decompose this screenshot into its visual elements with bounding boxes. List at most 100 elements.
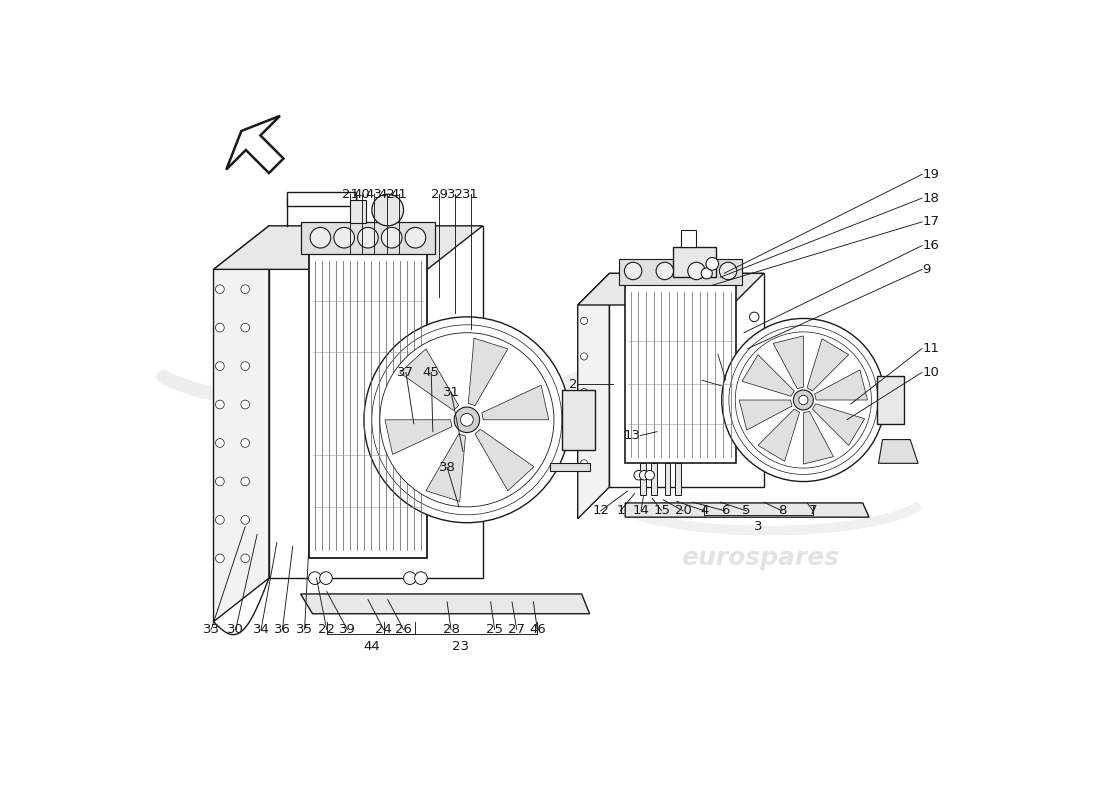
Text: 11: 11 — [922, 342, 939, 355]
Polygon shape — [475, 429, 534, 490]
Text: 4: 4 — [701, 504, 708, 518]
Circle shape — [701, 268, 713, 279]
Circle shape — [216, 554, 224, 562]
Circle shape — [625, 262, 641, 280]
Circle shape — [241, 362, 250, 370]
Text: 46: 46 — [529, 623, 546, 636]
Text: 5: 5 — [742, 504, 750, 518]
Circle shape — [308, 572, 321, 585]
Text: 37: 37 — [397, 366, 415, 378]
Text: 42: 42 — [378, 188, 395, 201]
Text: 16: 16 — [922, 239, 939, 252]
Circle shape — [382, 227, 402, 248]
Text: 6: 6 — [720, 504, 729, 518]
Text: 12: 12 — [592, 504, 609, 518]
Circle shape — [719, 262, 737, 280]
Polygon shape — [469, 338, 508, 406]
Text: 26: 26 — [395, 623, 412, 636]
Text: 20: 20 — [674, 504, 692, 518]
Circle shape — [581, 353, 587, 360]
Text: 23: 23 — [452, 641, 469, 654]
Circle shape — [358, 227, 378, 248]
Text: 14: 14 — [632, 504, 649, 518]
Text: eurospares: eurospares — [681, 546, 839, 570]
Polygon shape — [227, 116, 284, 173]
Text: 2: 2 — [569, 378, 578, 390]
Text: 34: 34 — [253, 623, 270, 636]
Polygon shape — [482, 385, 549, 420]
Text: 13: 13 — [624, 429, 640, 442]
Polygon shape — [619, 259, 742, 286]
Polygon shape — [300, 594, 590, 614]
Circle shape — [216, 285, 224, 294]
Circle shape — [454, 407, 480, 433]
Circle shape — [216, 515, 224, 524]
Circle shape — [310, 227, 331, 248]
Circle shape — [722, 318, 884, 482]
Text: 9: 9 — [922, 263, 931, 276]
Polygon shape — [813, 404, 865, 446]
Circle shape — [645, 470, 654, 480]
Text: 27: 27 — [508, 623, 526, 636]
Circle shape — [404, 572, 416, 585]
Polygon shape — [308, 254, 427, 558]
Circle shape — [799, 395, 808, 405]
Circle shape — [581, 389, 587, 396]
Text: 40: 40 — [353, 188, 371, 201]
Circle shape — [372, 194, 404, 226]
Circle shape — [639, 470, 649, 480]
Bar — [877, 376, 904, 424]
Text: 22: 22 — [318, 623, 336, 636]
Circle shape — [379, 333, 554, 507]
Polygon shape — [213, 226, 270, 622]
Text: 38: 38 — [439, 461, 455, 474]
Circle shape — [364, 317, 570, 522]
Polygon shape — [803, 411, 834, 464]
Text: 15: 15 — [653, 504, 670, 518]
Text: 45: 45 — [422, 366, 440, 378]
Circle shape — [749, 312, 759, 322]
Text: 24: 24 — [375, 623, 393, 636]
Circle shape — [241, 323, 250, 332]
Bar — [681, 230, 695, 247]
Bar — [640, 463, 646, 495]
Text: eurospares: eurospares — [242, 446, 471, 480]
Polygon shape — [270, 226, 483, 578]
Text: 31: 31 — [442, 386, 460, 398]
Circle shape — [241, 438, 250, 447]
Text: 17: 17 — [922, 215, 939, 228]
Circle shape — [216, 323, 224, 332]
Polygon shape — [550, 463, 590, 471]
Polygon shape — [385, 420, 452, 454]
Circle shape — [581, 318, 587, 324]
Text: 29: 29 — [431, 188, 448, 201]
Text: 21: 21 — [342, 188, 359, 201]
Circle shape — [241, 285, 250, 294]
Text: 36: 36 — [274, 623, 290, 636]
Polygon shape — [578, 274, 609, 518]
Bar — [675, 463, 681, 495]
Text: 7: 7 — [808, 504, 817, 518]
Text: 25: 25 — [486, 623, 503, 636]
Circle shape — [241, 554, 250, 562]
Text: 30: 30 — [228, 623, 244, 636]
Circle shape — [241, 400, 250, 409]
Polygon shape — [773, 336, 803, 389]
Polygon shape — [807, 338, 849, 391]
Circle shape — [793, 390, 813, 410]
Text: 8: 8 — [778, 504, 786, 518]
Circle shape — [706, 258, 718, 270]
Polygon shape — [350, 200, 365, 223]
Text: 32: 32 — [447, 188, 463, 201]
Polygon shape — [815, 370, 868, 400]
Circle shape — [241, 515, 250, 524]
Circle shape — [461, 414, 473, 426]
Polygon shape — [578, 274, 763, 305]
Text: 1: 1 — [616, 504, 625, 518]
Text: 31: 31 — [462, 188, 480, 201]
Polygon shape — [426, 434, 465, 502]
Text: 41: 41 — [390, 188, 407, 201]
Text: 19: 19 — [922, 168, 939, 181]
Circle shape — [216, 438, 224, 447]
Text: 39: 39 — [339, 623, 355, 636]
